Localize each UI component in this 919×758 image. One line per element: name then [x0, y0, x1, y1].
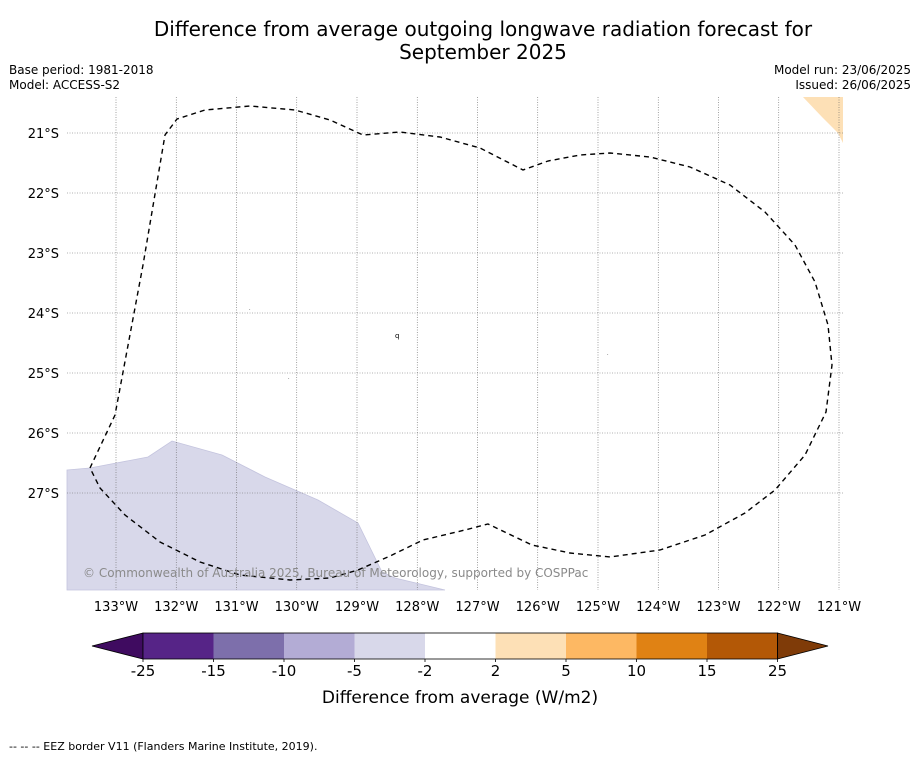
- colorbar-segment: [354, 633, 425, 659]
- lat-label: 23°S: [28, 247, 59, 262]
- lon-label: 128°W: [395, 600, 439, 615]
- model-run: Model run: 23/06/2025: [773, 63, 911, 77]
- negative-anomaly-area: [66, 440, 446, 591]
- positive-anomaly-area: [803, 97, 843, 143]
- eez-legend: -- -- -- EEZ border V11 (Flanders Marine…: [9, 740, 318, 753]
- lon-label: 121°W: [817, 600, 861, 615]
- lon-label: 132°W: [154, 600, 198, 615]
- lon-label: 125°W: [576, 600, 620, 615]
- lon-label: 122°W: [757, 600, 801, 615]
- lon-label: 133°W: [94, 600, 138, 615]
- lon-gridlines: [115, 97, 840, 590]
- lon-label: 124°W: [636, 600, 680, 615]
- lon-label: 131°W: [214, 600, 258, 615]
- island-marker-4: ·: [607, 352, 609, 358]
- chart-title: Difference from average outgoing longwav…: [60, 18, 906, 64]
- title-line-1: Difference from average outgoing longwav…: [153, 17, 813, 41]
- model-name: Model: ACCESS-S2: [9, 78, 121, 92]
- colorbar-segment: [495, 633, 566, 659]
- colorbar-tick-label: 10: [627, 662, 646, 680]
- colorbar-tick-label: 25: [768, 662, 787, 680]
- eez-border: [89, 105, 833, 581]
- copyright-text: © Commonwealth of Australia 2025, Bureau…: [83, 566, 588, 580]
- lon-label: 126°W: [516, 600, 560, 615]
- colorbar-segment: [284, 633, 355, 659]
- lon-label: 123°W: [696, 600, 740, 615]
- colorbar-segment: [213, 633, 284, 659]
- lat-labels: 21°S 22°S 23°S 24°S 25°S 26°S 27°S: [28, 127, 59, 502]
- lon-label: 129°W: [335, 600, 379, 615]
- lat-label: 25°S: [28, 367, 59, 382]
- lon-labels: 133°W 132°W 131°W 130°W 129°W 128°W 127°W 126°W…: [94, 600, 861, 615]
- base-period: Base period: 1981-2018: [9, 63, 154, 77]
- colorbar-tick-label: -25: [131, 662, 156, 680]
- map-panel: · q · · © Commonwealth of Australia 2025…: [66, 97, 843, 591]
- lat-label: 26°S: [28, 427, 59, 442]
- colorbar: -25 -15 -10 -5 -2 2 5 10 15 25: [91, 632, 829, 680]
- colorbar-segment: [707, 633, 778, 659]
- colorbar-segment: [566, 633, 637, 659]
- colorbar-tick-label: 15: [697, 662, 716, 680]
- lat-label: 21°S: [28, 127, 59, 142]
- colorbar-tick-label: 5: [561, 662, 571, 680]
- island-marker-3: ·: [288, 376, 290, 382]
- title-line-2: September 2025: [399, 40, 567, 64]
- colorbar-segment: [143, 633, 214, 659]
- colorbar-tick-label: -5: [347, 662, 362, 680]
- lon-label: 130°W: [275, 600, 319, 615]
- island-marker-2: q: [395, 332, 399, 340]
- island-marker-1: ·: [249, 307, 251, 313]
- colorbar-extend-low: [91, 632, 144, 660]
- colorbar-label: Difference from average (W/m2): [322, 688, 598, 708]
- lat-label: 22°S: [28, 187, 59, 202]
- lon-label: 127°W: [455, 600, 499, 615]
- colorbar-tick-label: -2: [418, 662, 433, 680]
- issued-date: Issued: 26/06/2025: [795, 78, 911, 92]
- colorbar-extend-high: [777, 632, 829, 660]
- lat-gridlines: [67, 132, 843, 494]
- colorbar-tick-label: -10: [272, 662, 297, 680]
- colorbar-tick-label: 2: [491, 662, 501, 680]
- colorbar-tick-label: -15: [201, 662, 226, 680]
- lat-label: 27°S: [28, 487, 59, 502]
- colorbar-outline: [142, 632, 778, 660]
- colorbar-segment: [425, 633, 496, 659]
- meta-left: Base period: 1981-2018 Model: ACCESS-S2: [9, 63, 154, 93]
- lat-label: 24°S: [28, 307, 59, 322]
- meta-right: Model run: 23/06/2025 Issued: 26/06/2025: [774, 63, 911, 93]
- colorbar-segment: [636, 633, 707, 659]
